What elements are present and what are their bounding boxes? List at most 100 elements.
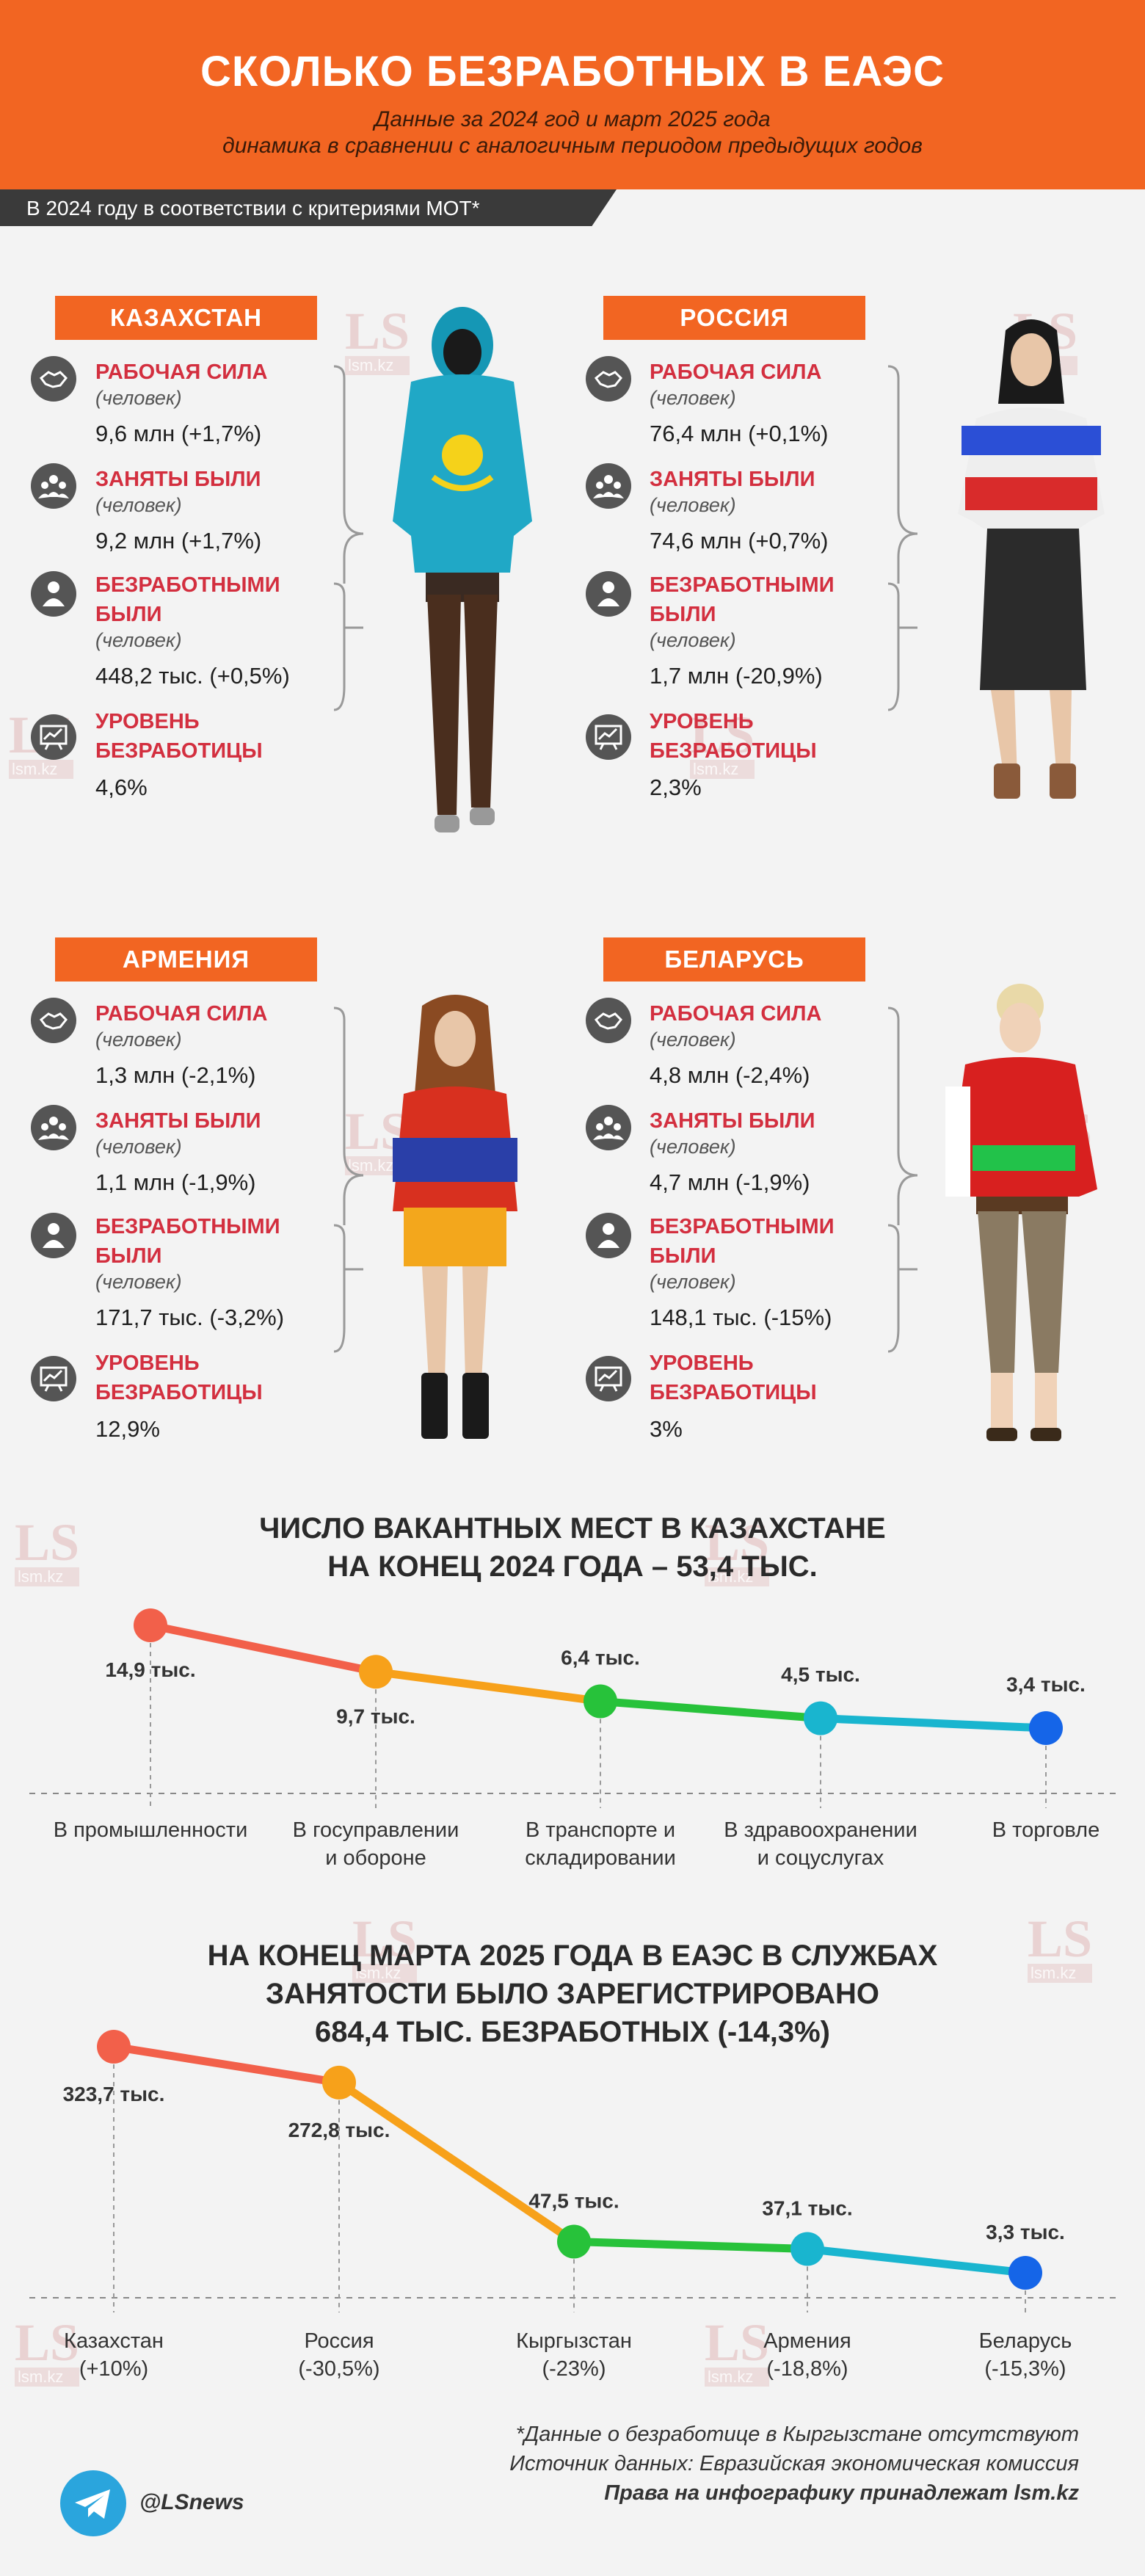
employed-heading: ЗАНЯТЫ БЫЛИ (95, 468, 261, 491)
people-icon (586, 1105, 631, 1150)
series-line-segment (371, 1667, 605, 1705)
chart-board-icon (31, 714, 76, 760)
data-label: 37,1 тыс. (762, 2197, 852, 2220)
category-label: Кыргызстан (-23%) (516, 2329, 632, 2381)
people-icon (31, 1105, 76, 1150)
data-point (1029, 1711, 1063, 1745)
people-icon (586, 463, 631, 509)
labor-force-unit: (человек) (95, 387, 182, 409)
unemployment-rate-value: 4,6% (95, 774, 148, 800)
category-label: В здравоохранении и соцуслугах (724, 1818, 917, 1870)
unemployed-heading: БЕЗРАБОТНЫМИ БЫЛИ (95, 1215, 280, 1268)
unemployed-value: 148,1 тыс. (-15%) (650, 1305, 832, 1330)
data-label: 9,7 тыс. (336, 1705, 415, 1727)
employed-value: 4,7 млн (-1,9%) (650, 1169, 810, 1195)
series-line-segment (146, 1621, 380, 1676)
bracket-connector (333, 363, 378, 749)
labor-force-heading: РАБОЧАЯ СИЛА (95, 1002, 268, 1026)
data-point (804, 1701, 837, 1735)
kazakhstan-person-figure (393, 307, 532, 832)
chart-board-icon (31, 1356, 76, 1401)
series-line-segment (335, 2078, 578, 2246)
telegram-icon[interactable] (60, 2470, 126, 2536)
data-label: 323,7 тыс. (63, 2083, 165, 2105)
category-label: Казахстан (+10%) (64, 2329, 164, 2381)
chart-board-icon (586, 714, 631, 760)
labor-force-value: 4,8 млн (-2,4%) (650, 1062, 810, 1088)
registered-unemployed-line-chart: 323,7 тыс. 272,8 тыс. 47,5 тыс. 37,1 тыс. 3,… (29, 2030, 1116, 2312)
data-label: 4,5 тыс. (781, 1663, 860, 1686)
footer-source: Источник данных: Евразийская экономическ… (509, 2452, 1079, 2475)
series-line-segment (109, 2042, 344, 2087)
data-label: 14,9 тыс. (105, 1658, 195, 1681)
employed-unit: (человек) (650, 494, 736, 516)
handshake-icon (31, 356, 76, 402)
data-point (1008, 2256, 1042, 2290)
person-icon (31, 571, 76, 617)
unemployed-unit: (человек) (95, 1271, 182, 1293)
country-label: БЕЛАРУСЬ (603, 937, 865, 982)
labor-force-value: 9,6 млн (+1,7%) (95, 421, 262, 446)
chart1-title: ЧИСЛО ВАКАНТНЫХ МЕСТ В КАЗАХСТАНЕ НА КОН… (259, 1512, 886, 1583)
unemployment-rate-heading: УРОВЕНЬ БЕЗРАБОТИЦЫ (650, 1352, 817, 1404)
series-line-segment (570, 2238, 812, 2254)
handshake-icon (586, 356, 631, 402)
data-label: 3,4 тыс. (1006, 1673, 1086, 1696)
armenia-person-figure (393, 995, 517, 1439)
labor-force-value: 1,3 млн (-2,1%) (95, 1062, 256, 1088)
unemployed-unit: (человек) (650, 629, 736, 651)
unemployed-unit: (человек) (650, 1271, 736, 1293)
header-banner (0, 0, 1145, 189)
unemployed-heading: БЕЗРАБОТНЫМИ БЫЛИ (95, 573, 280, 626)
employed-unit: (человек) (95, 1136, 182, 1158)
unemployment-rate-heading: УРОВЕНЬ БЕЗРАБОТИЦЫ (650, 710, 817, 763)
person-icon (586, 1213, 631, 1258)
unemployed-value: 171,7 тыс. (-3,2%) (95, 1305, 285, 1330)
category-label: Беларусь (-15,3%) (978, 2329, 1072, 2381)
labor-force-unit: (человек) (95, 1028, 182, 1051)
unemployment-rate-heading: УРОВЕНЬ БЕЗРАБОТИЦЫ (95, 710, 263, 763)
country-label: АРМЕНИЯ (55, 937, 317, 982)
subtitle-line-1: Данные за 2024 год и март 2025 года (374, 107, 771, 131)
data-label: 6,4 тыс. (561, 1646, 640, 1669)
data-point (557, 2224, 591, 2259)
person-icon (31, 1213, 76, 1258)
bracket-connector (333, 1005, 378, 1390)
data-point (359, 1655, 393, 1689)
category-label: В промышленности (53, 1818, 248, 1842)
unemployment-rate-value: 3% (650, 1416, 683, 1442)
handshake-icon (31, 998, 76, 1043)
belarus-person-figure (945, 984, 1097, 1441)
chart2-title: НА КОНЕЦ МАРТА 2025 ГОДА В ЕАЭС В СЛУЖБА… (207, 1940, 938, 2048)
labor-force-unit: (человек) (650, 387, 736, 409)
unemployment-rate-value: 2,3% (650, 774, 702, 800)
unemployed-heading: БЕЗРАБОТНЫМИ БЫЛИ (650, 573, 835, 626)
unemployed-value: 1,7 млн (-20,9%) (650, 663, 823, 689)
data-point (97, 2030, 131, 2064)
footer-note: *Данные о безработице в Кыргызстане отсу… (515, 2423, 1079, 2446)
employed-heading: ЗАНЯТЫ БЫЛИ (650, 1109, 815, 1133)
series-line-segment (816, 1714, 1050, 1733)
labor-force-heading: РАБОЧАЯ СИЛА (650, 1002, 822, 1026)
category-label: В транспорте и складировании (525, 1818, 676, 1870)
employed-heading: ЗАНЯТЫ БЫЛИ (650, 468, 815, 491)
unemployed-unit: (человек) (95, 629, 182, 651)
category-label: Россия (-30,5%) (298, 2329, 380, 2381)
data-point (322, 2065, 356, 2100)
person-icon (586, 571, 631, 617)
telegram-handle[interactable]: @LSnews (139, 2490, 244, 2514)
footer-rights: Права на инфографику принадлежат lsm.kz (604, 2481, 1079, 2505)
employed-unit: (человек) (95, 494, 182, 516)
bracket-connector (887, 363, 932, 749)
data-point (134, 1608, 167, 1642)
country-label: РОССИЯ (603, 296, 865, 340)
series-line-segment (596, 1697, 825, 1723)
category-label: Армения (-18,8%) (763, 2329, 851, 2381)
data-label: 47,5 тыс. (528, 2190, 619, 2213)
